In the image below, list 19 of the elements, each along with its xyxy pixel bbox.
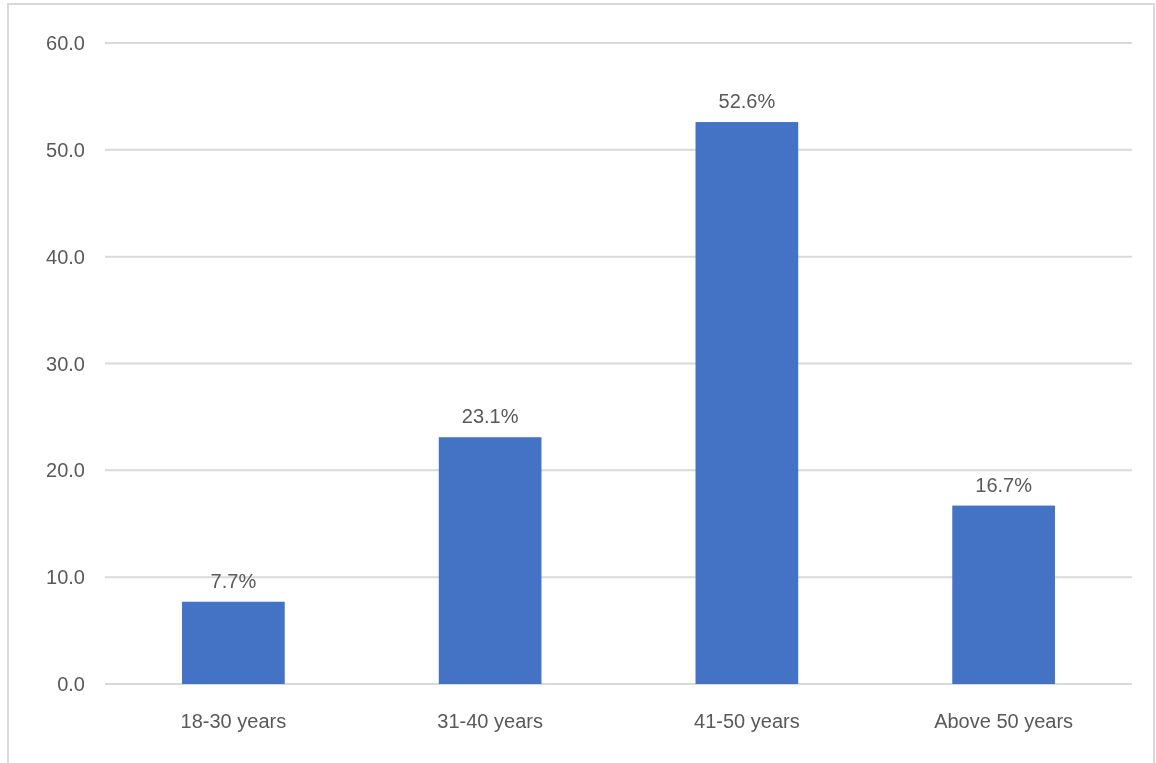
data-label: 23.1%	[461, 405, 519, 428]
x-tick-label: 41-50 years	[694, 710, 800, 732]
x-tick-label: 18-30 years	[180, 710, 287, 732]
y-tick-label: 50.0	[46, 138, 85, 161]
bar	[695, 122, 799, 684]
y-tick-label: 20.0	[46, 459, 85, 482]
y-tick-label: 10.0	[46, 566, 85, 589]
x-tick-label: 31-40 years	[437, 710, 543, 732]
x-tick-label: Above 50 years	[934, 710, 1074, 732]
data-label: 16.7%	[975, 473, 1033, 496]
y-tick-label: 40.0	[46, 245, 85, 268]
bar	[952, 505, 1055, 684]
data-label: 7.7%	[210, 569, 257, 592]
bar	[182, 601, 285, 684]
bar	[438, 437, 542, 684]
y-tick-label: 0.0	[57, 673, 85, 695]
y-tick-label: 60.0	[46, 32, 85, 54]
data-label: 52.6%	[718, 90, 776, 113]
y-tick-label: 30.0	[46, 352, 85, 375]
